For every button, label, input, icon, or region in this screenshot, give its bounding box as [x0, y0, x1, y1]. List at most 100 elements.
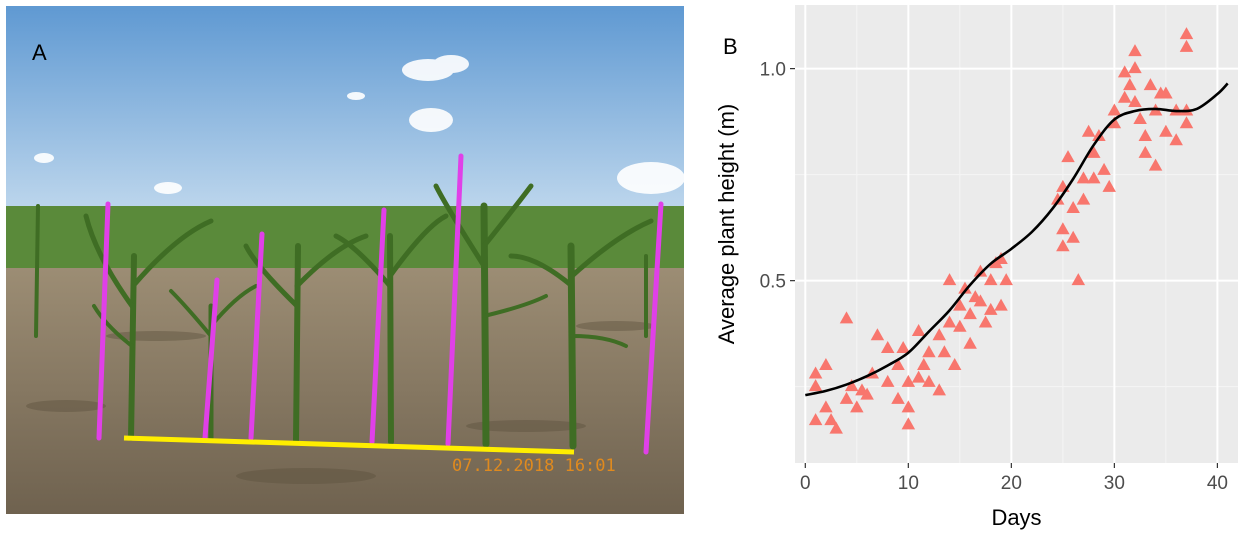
- field-photo: 07.12.2018 16:01 A: [6, 6, 684, 514]
- height-marker: [445, 153, 464, 447]
- x-axis-title: Days: [991, 505, 1041, 530]
- height-marker: [248, 231, 265, 441]
- data-point: [901, 400, 916, 413]
- data-point: [1056, 239, 1070, 252]
- data-point: [1123, 78, 1137, 91]
- data-point: [1159, 124, 1173, 137]
- height-marker: [202, 277, 220, 441]
- data-point: [953, 319, 967, 332]
- data-point: [932, 328, 946, 341]
- data-point: [1159, 86, 1173, 99]
- data-point: [844, 379, 859, 392]
- data-point: [947, 357, 962, 370]
- data-point: [983, 273, 998, 286]
- data-point: [1128, 44, 1142, 57]
- plant-height-markers: [96, 153, 664, 455]
- data-point: [1071, 273, 1086, 286]
- panel-label-a: A: [32, 40, 47, 65]
- data-point: [1056, 222, 1070, 235]
- data-point: [824, 413, 838, 426]
- data-point: [1102, 179, 1116, 192]
- data-point: [819, 400, 833, 413]
- data-point: [1107, 116, 1122, 129]
- data-point: [1179, 116, 1194, 129]
- sky: [6, 6, 684, 236]
- data-point: [870, 328, 885, 341]
- data-point: [808, 413, 823, 426]
- data-point: [808, 379, 823, 392]
- data-point: [891, 357, 905, 370]
- clouds: [34, 55, 684, 194]
- data-point: [922, 374, 936, 387]
- y-axis-title: Average plant height (m): [714, 104, 739, 345]
- data-point: [1117, 65, 1132, 78]
- data-point: [1169, 103, 1183, 116]
- data-point: [963, 336, 977, 349]
- height-marker: [96, 201, 111, 441]
- data-point: [1087, 145, 1101, 158]
- data-point: [880, 341, 895, 353]
- data-point: [808, 366, 823, 379]
- data-point: [1128, 61, 1142, 74]
- data-points: [808, 27, 1194, 434]
- y-tick-label: 0.5: [760, 272, 786, 293]
- data-point: [1066, 230, 1080, 243]
- data-point: [1133, 112, 1147, 124]
- data-point: [937, 345, 952, 358]
- height-chart: B 0 10 20 30 40 0.5 1.0 Days Average plant hei…: [714, 5, 1238, 530]
- x-tick-label: 0: [800, 473, 811, 494]
- data-point: [942, 273, 957, 286]
- panel-label-b: B: [723, 34, 738, 59]
- data-point: [839, 311, 854, 324]
- data-point: [953, 298, 967, 311]
- smooth-trend-line: [805, 82, 1229, 397]
- data-point: [1179, 103, 1194, 116]
- data-point: [1138, 128, 1153, 141]
- data-point: [819, 357, 833, 370]
- data-point: [994, 298, 1008, 311]
- y-tick-label: 1.0: [760, 60, 786, 81]
- data-point: [850, 400, 864, 413]
- data-point: [880, 374, 895, 387]
- data-point: [901, 417, 916, 430]
- data-point: [891, 391, 905, 404]
- data-point: [973, 294, 988, 307]
- data-point: [901, 374, 916, 387]
- data-point: [911, 370, 926, 383]
- data-point: [1169, 133, 1183, 146]
- x-tick-label: 10: [898, 473, 919, 494]
- height-marker: [369, 207, 387, 445]
- data-point: [963, 307, 977, 320]
- data-point: [994, 251, 1008, 264]
- data-point: [860, 387, 874, 400]
- data-point: [1179, 27, 1194, 40]
- data-point: [958, 281, 972, 294]
- data-point: [1097, 162, 1111, 175]
- data-point: [1148, 158, 1163, 171]
- data-point: [1050, 192, 1065, 205]
- data-point: [973, 264, 988, 277]
- x-tick-label: 30: [1104, 473, 1125, 494]
- data-point: [1117, 90, 1132, 103]
- data-point: [1076, 171, 1091, 184]
- data-point: [1066, 201, 1080, 214]
- data-point: [1107, 103, 1122, 116]
- data-point: [942, 315, 957, 328]
- data-point: [1092, 128, 1106, 141]
- data-point: [829, 421, 843, 434]
- data-point: [917, 357, 931, 370]
- grid: [795, 5, 1238, 463]
- data-point: [1143, 78, 1158, 91]
- data-point: [896, 341, 910, 353]
- data-point: [1061, 150, 1075, 163]
- photo-timestamp: 07.12.2018 16:01: [452, 456, 616, 476]
- axis-ticks: 0 10 20 30 40 0.5 1.0: [760, 60, 1228, 494]
- data-point: [1138, 145, 1153, 158]
- data-point: [999, 273, 1013, 286]
- data-point: [1081, 124, 1096, 137]
- data-point: [911, 324, 926, 337]
- ground-reference-line: [123, 435, 575, 455]
- data-point: [1179, 39, 1194, 52]
- height-marker: [643, 201, 664, 455]
- data-point: [1128, 95, 1142, 108]
